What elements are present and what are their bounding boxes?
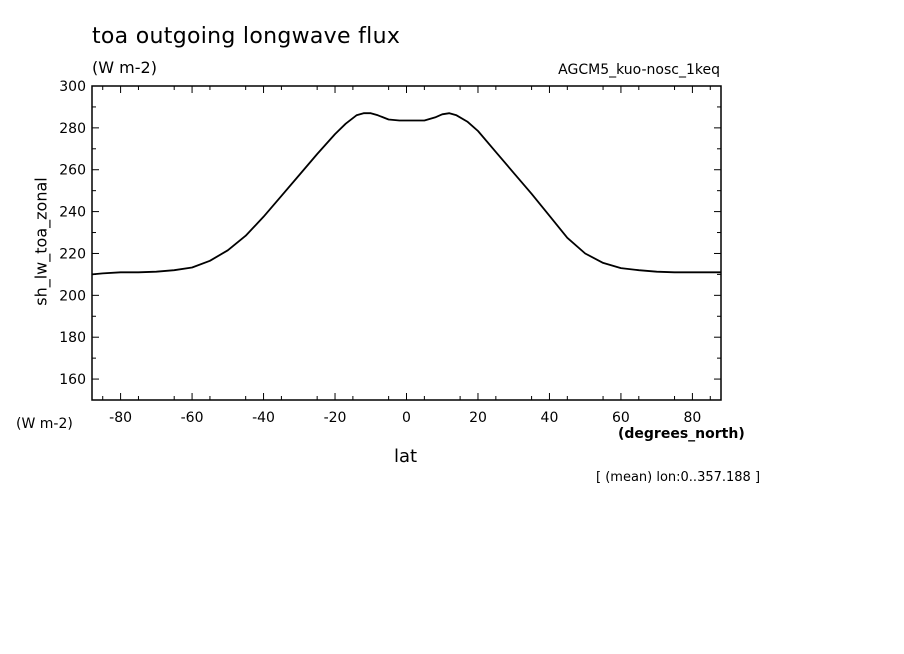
y-tick-label: 260	[59, 163, 86, 179]
y-axis-unit: (W m-2)	[16, 416, 73, 432]
series-line	[91, 112, 721, 276]
y-tick-label: 160	[59, 372, 86, 388]
chart-units: (W m-2)	[92, 58, 157, 77]
x-tick-label: 40	[541, 410, 559, 426]
x-axis-unit: (degrees_north)	[618, 426, 745, 442]
x-tick-label: -60	[181, 410, 204, 426]
dataset-label: AGCM5_kuo-nosc_1keq	[558, 62, 720, 78]
chart-title: toa outgoing longwave flux	[92, 24, 401, 49]
y-tick-label: 240	[59, 205, 86, 221]
averaging-note: [ (mean) lon:0..357.188 ]	[596, 470, 761, 485]
x-tick-label: 60	[612, 410, 630, 426]
x-tick-label: -20	[324, 410, 347, 426]
tick-labels: -80 -60 -40 -20 0 20 40 60 80 160 180 200 220 240 260 2…	[59, 79, 701, 426]
x-tick-label: 0	[402, 410, 411, 426]
axis-ticks	[92, 85, 721, 401]
x-axis-label: lat	[394, 446, 418, 467]
x-tick-label: 20	[469, 410, 487, 426]
x-tick-label: -80	[109, 410, 132, 426]
x-tick-label: 80	[683, 410, 701, 426]
x-tick-label: -40	[252, 410, 275, 426]
y-tick-label: 180	[59, 330, 86, 346]
plot-frame	[91, 85, 722, 401]
y-tick-label: 200	[59, 288, 86, 304]
series-lines	[91, 112, 721, 276]
y-tick-label: 280	[59, 121, 86, 137]
y-tick-label: 220	[59, 246, 86, 262]
y-tick-label: 300	[59, 79, 86, 95]
